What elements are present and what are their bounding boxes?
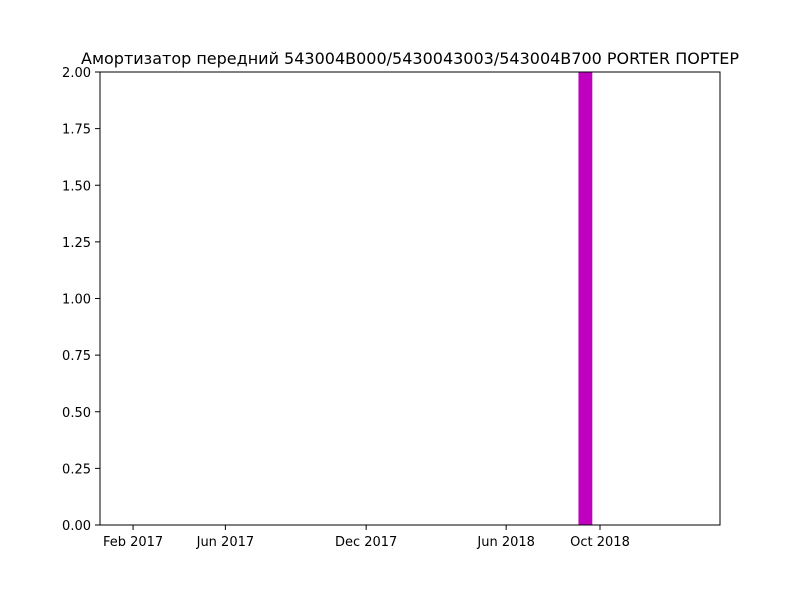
chart-title: Амортизатор передний 543004B000/54300430…	[81, 49, 739, 68]
x-tick-label: Jun 2017	[196, 535, 255, 550]
plot-area: Feb 2017 Jun 2017 Dec 2017 Jun 2018 Oct 2018…	[62, 66, 721, 550]
x-tick-label: Jun 2018	[476, 535, 535, 550]
x-tick-label: Feb 2017	[103, 535, 163, 550]
bar	[578, 72, 593, 525]
y-tick-label: 0.25	[62, 462, 91, 477]
y-tick-label: 0.00	[62, 519, 91, 534]
y-tick-label: 2.00	[62, 66, 91, 81]
x-axis: Feb 2017 Jun 2017 Dec 2017 Jun 2018 Oct 2018	[103, 525, 630, 550]
x-tick-label: Oct 2018	[570, 535, 630, 550]
x-tick-label: Dec 2017	[335, 535, 397, 550]
y-tick-label: 1.00	[62, 293, 91, 308]
y-tick-label: 0.50	[62, 406, 91, 421]
axes-frame	[99, 71, 721, 526]
y-axis: 0.00 0.25 0.50 0.75 1.00 1.25 1.50 1.75 2.00	[62, 66, 100, 534]
bar-group	[578, 72, 593, 525]
y-tick-label: 1.50	[62, 179, 91, 194]
y-tick-label: 1.25	[62, 236, 91, 251]
y-tick-label: 0.75	[62, 349, 91, 364]
y-tick-label: 1.75	[62, 123, 91, 138]
